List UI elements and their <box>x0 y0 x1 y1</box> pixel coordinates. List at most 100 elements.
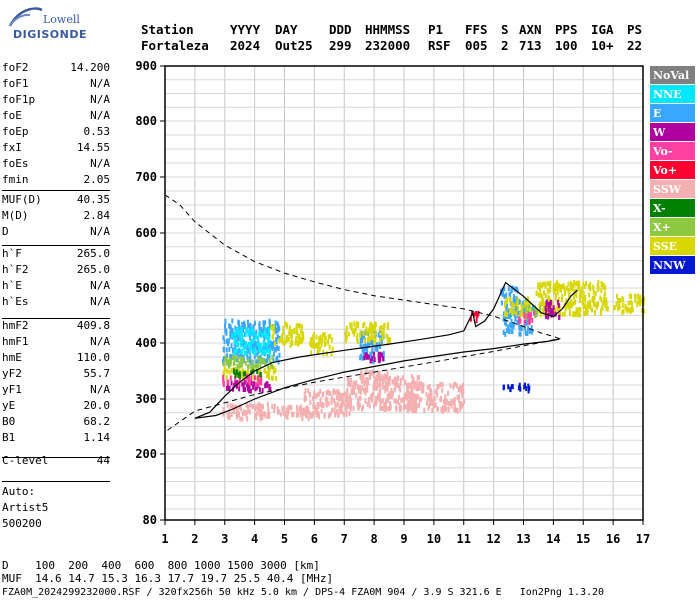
echo-point-x <box>234 373 237 379</box>
echo-point-vo <box>260 376 263 382</box>
echo-point-ssw <box>329 391 332 397</box>
echo-point-w <box>377 355 380 361</box>
echo-point-ssw <box>434 402 437 408</box>
echo-point-sse <box>287 336 290 342</box>
x-tick-label: 6 <box>311 532 318 546</box>
echo-point-ssw <box>301 410 304 416</box>
echo-point-ssw <box>333 397 335 403</box>
echo-point-e <box>266 353 269 359</box>
param-row-d: D N/A <box>2 224 110 240</box>
echo-point-ssw <box>285 413 288 419</box>
echo-point-x <box>256 362 259 368</box>
echo-point-ssw <box>361 378 364 384</box>
echo-point-nne <box>239 349 242 355</box>
echo-point-sse <box>271 334 274 340</box>
echo-point-ssw <box>372 373 375 379</box>
echo-point-w <box>379 356 382 362</box>
echo-point-ssw <box>357 384 359 390</box>
echo-point-e <box>254 340 257 346</box>
echo-point-nne <box>267 333 270 338</box>
echo-point-sse <box>309 341 312 347</box>
echo-point-e <box>377 332 380 338</box>
echo-point-x <box>535 312 538 318</box>
echo-point-ssw <box>461 392 464 398</box>
echo-point-ssw <box>440 407 443 413</box>
echo-point-vo <box>238 377 241 383</box>
echo-point-ssw <box>400 398 403 403</box>
echo-point-ssw <box>309 392 312 398</box>
echo-point-w <box>248 384 251 390</box>
echo-point-ssw <box>399 377 402 383</box>
echo-point-e <box>274 327 277 333</box>
echo-point-ssw <box>264 413 267 419</box>
echo-point-sse <box>373 333 376 339</box>
echo-point-sse <box>290 333 293 339</box>
echo-point-ssw <box>407 401 410 407</box>
echo-point-sse <box>576 280 579 286</box>
echo-point-e <box>255 359 258 365</box>
echo-point-ssw <box>377 395 379 401</box>
echo-point-ssw <box>384 388 387 394</box>
echo-point-nne <box>252 338 255 344</box>
echo-point-vo <box>533 310 536 316</box>
echo-point-sse <box>369 327 372 333</box>
echo-point-sse <box>316 349 319 355</box>
echo-point-sse <box>286 323 288 329</box>
echo-point-ssw <box>427 406 430 411</box>
echo-point-e <box>517 299 520 305</box>
echo-point-ssw <box>414 401 417 407</box>
echo-point-nne <box>241 338 244 344</box>
echo-point-w <box>227 386 230 391</box>
echo-point-vo <box>255 382 257 387</box>
echo-point-ssw <box>235 411 238 417</box>
echo-point-e <box>362 333 365 339</box>
echo-point-e <box>370 340 373 346</box>
echo-point-w <box>367 354 370 360</box>
legend-label: Vo- <box>652 145 672 158</box>
header-value: 100 <box>555 38 578 53</box>
echo-point-sse <box>381 335 384 340</box>
legend-swatch <box>650 85 695 103</box>
echo-point-sse <box>520 302 523 308</box>
echo-point-w <box>225 385 228 391</box>
echo-point-ssw <box>406 407 409 413</box>
echo-point-nne <box>268 351 271 357</box>
echo-point-x <box>240 356 243 362</box>
echo-point-ssw <box>439 397 442 403</box>
echo-point-sse <box>238 365 241 371</box>
echo-point-e <box>361 355 364 361</box>
echo-point-sse <box>572 295 575 301</box>
header-label: P1 <box>428 22 444 37</box>
echo-point-nne <box>265 334 268 340</box>
echo-point-sse <box>525 307 528 313</box>
echo-point-w <box>266 383 269 389</box>
echo-point-vo <box>245 379 248 385</box>
echo-point-w <box>244 387 247 392</box>
echo-point-sse <box>388 336 391 342</box>
echo-point-sse <box>365 331 368 336</box>
echo-point-e <box>531 329 534 335</box>
echo-point-e <box>502 330 505 335</box>
echo-point-ssw <box>350 402 353 408</box>
echo-point-e <box>505 292 508 298</box>
echo-point-e <box>276 334 279 340</box>
echo-point-sse <box>234 366 237 372</box>
echo-point-sse <box>617 306 620 312</box>
echo-point-nne <box>240 342 243 348</box>
echo-point-x <box>261 357 264 363</box>
param-row-fmin: fmin 2.05 <box>2 172 110 188</box>
echo-point-ssw <box>227 414 230 420</box>
echo-point-sse <box>642 296 645 302</box>
echo-point-sse <box>222 371 225 377</box>
echo-point-ssw <box>402 375 404 381</box>
echo-point-ssw <box>258 410 261 416</box>
param-row-hf2: h`F2 265.0 <box>2 262 110 278</box>
param-label: yE <box>2 399 16 412</box>
echo-point-ssw <box>399 381 402 387</box>
echo-point-ssw <box>450 403 453 409</box>
echo-point-sse <box>569 286 572 291</box>
echo-point-sse <box>331 346 334 352</box>
echo-point-e <box>247 348 250 353</box>
echo-point-ssw <box>267 411 270 417</box>
echo-point-sse <box>593 300 595 306</box>
